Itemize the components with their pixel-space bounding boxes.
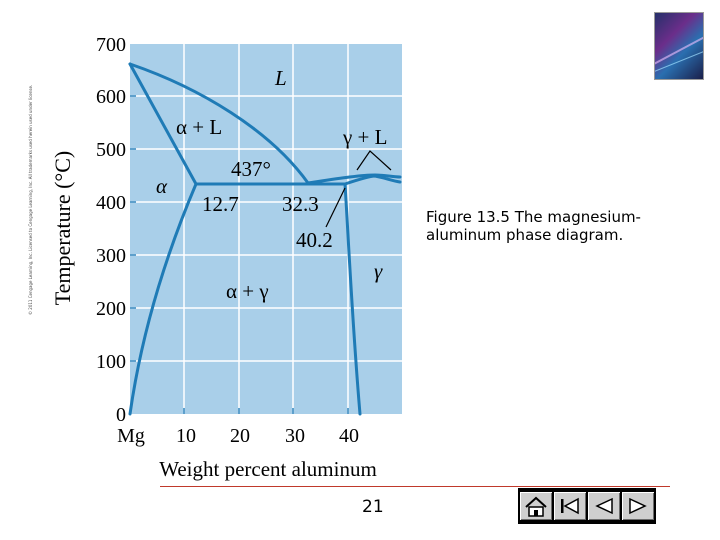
home-icon [525, 496, 547, 517]
liquidus-left [128, 62, 310, 185]
phase-boundaries [128, 62, 402, 416]
gamma-boundary-left [343, 182, 362, 416]
next-button[interactable] [622, 492, 654, 520]
first-slide-button[interactable] [554, 492, 586, 520]
x-tick-labels: Mg 10 20 30 40 [117, 425, 359, 447]
region-labels: L α + L γ + L α γ α + γ [156, 66, 387, 303]
page-number: 21 [362, 497, 384, 517]
y-tick-600: 600 [96, 86, 126, 108]
tick-marks [130, 95, 349, 414]
solidus-alpha [128, 62, 198, 186]
first-slide-icon [561, 497, 579, 515]
previous-icon [595, 497, 613, 515]
x-axis-label: Weight percent aluminum [159, 457, 377, 481]
point-labels: 437° 12.7 32.3 40.2 [202, 157, 333, 252]
region-gamma-liquid: γ + L [342, 125, 387, 149]
x-tick-10: 10 [176, 425, 196, 447]
region-gamma: γ [374, 259, 383, 283]
solvus-alpha [128, 182, 198, 416]
plot-area [130, 44, 402, 414]
x-tick-40: 40 [339, 425, 359, 447]
region-alpha: α [156, 174, 168, 198]
x-tick-mg: Mg [117, 425, 145, 447]
region-alpha-liquid: α + L [176, 115, 222, 139]
x-tick-30: 30 [285, 425, 305, 447]
footer-divider [160, 486, 670, 487]
y-tick-400: 400 [96, 192, 126, 214]
y-tick-200: 200 [96, 298, 126, 320]
previous-button[interactable] [588, 492, 620, 520]
slide-navigation-bar [518, 488, 656, 524]
gamma-liquid-pointer [356, 150, 392, 171]
y-tick-labels: 700 600 500 400 300 200 100 0 [96, 34, 126, 426]
x-tick-20: 20 [230, 425, 250, 447]
region-alpha-gamma: α + γ [226, 279, 269, 303]
eutectic-temperature-label: 437° [231, 157, 271, 181]
next-icon [629, 497, 647, 515]
y-tick-300: 300 [96, 245, 126, 267]
eutectic-composition-label: 32.3 [282, 192, 319, 216]
gamma-limit-label: 40.2 [296, 228, 333, 252]
y-tick-500: 500 [96, 139, 126, 161]
y-tick-0: 0 [116, 404, 126, 426]
gamma-limit-pointer [325, 187, 346, 228]
alpha-solubility-label: 12.7 [202, 192, 239, 216]
leader-lines [325, 150, 392, 228]
y-axis-label: Temperature (°C) [50, 151, 75, 305]
region-liquid: L [274, 66, 287, 90]
book-cover-thumbnail [654, 12, 704, 80]
y-tick-100: 100 [96, 351, 126, 373]
gamma-solidus [343, 174, 402, 186]
home-button[interactable] [520, 492, 552, 520]
y-tick-700: 700 [96, 34, 126, 56]
figure-caption: Figure 13.5 The magnesium-aluminum phase… [426, 208, 641, 244]
